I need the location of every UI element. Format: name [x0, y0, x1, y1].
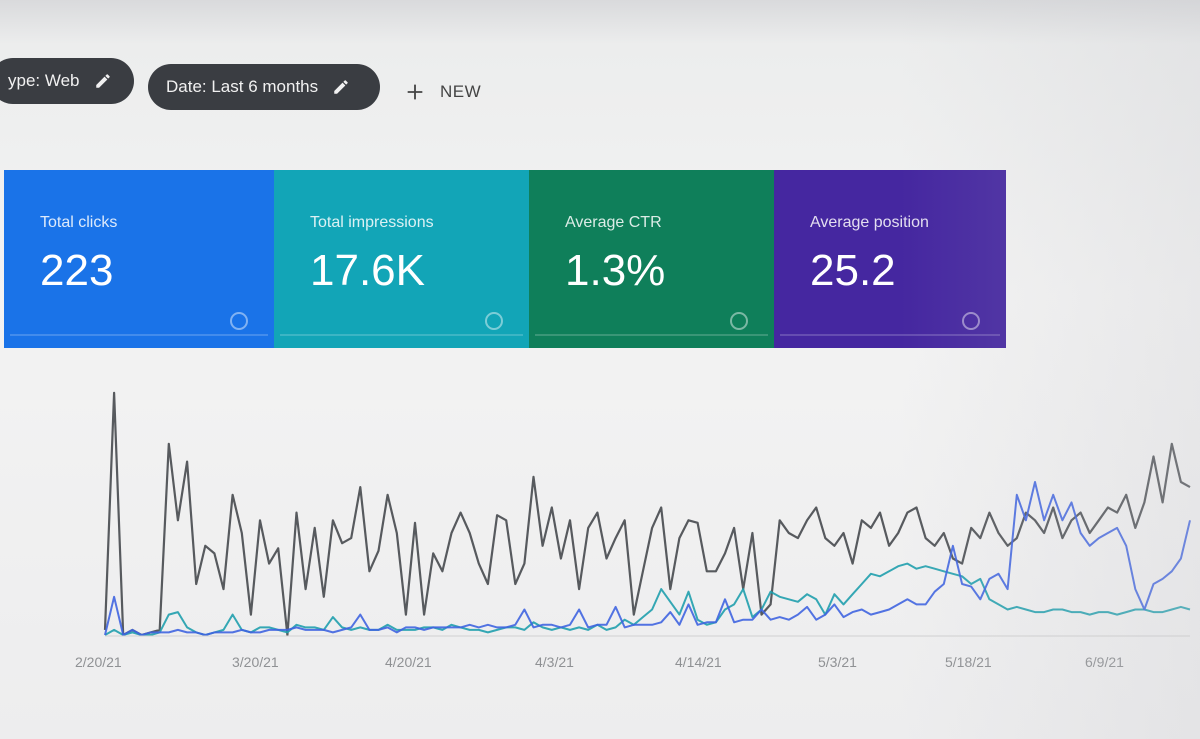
metric-value: 17.6K: [310, 246, 425, 295]
card-divider: [780, 334, 1000, 336]
x-tick-label: 4/14/21: [675, 654, 722, 670]
filter-chip-date-label: Date: Last 6 months: [166, 77, 319, 96]
series-line-2: [104, 481, 1191, 636]
metric-label: Average position: [810, 214, 929, 231]
help-icon[interactable]: [730, 312, 748, 330]
help-icon[interactable]: [485, 312, 503, 330]
filter-chip-type[interactable]: ype: Web: [0, 58, 134, 104]
metric-card-impressions[interactable]: Total impressions 17.6K: [274, 170, 529, 348]
metric-cards: Total clicks 223 Total impressions 17.6K…: [4, 170, 1006, 348]
card-divider: [535, 334, 768, 336]
series-line-0: [103, 391, 1191, 637]
new-filter-button[interactable]: NEW: [404, 74, 481, 110]
card-divider: [280, 334, 523, 336]
help-icon[interactable]: [962, 312, 980, 330]
metric-label: Average CTR: [565, 214, 662, 231]
filter-chip-date[interactable]: Date: Last 6 months: [148, 64, 380, 110]
metric-card-position[interactable]: Average position 25.2: [774, 170, 1006, 348]
metric-card-ctr[interactable]: Average CTR 1.3%: [529, 170, 774, 348]
metric-value: 25.2: [810, 246, 896, 295]
x-tick-label: 4/20/21: [385, 654, 432, 670]
filter-chip-type-label: ype: Web: [8, 71, 80, 90]
metric-label: Total clicks: [40, 214, 118, 231]
x-tick-label: 6/9/21: [1085, 654, 1124, 670]
x-tick-label: 3/20/21: [232, 654, 279, 670]
edit-pencil-icon: [334, 80, 348, 94]
metric-value: 1.3%: [565, 246, 666, 295]
metric-card-clicks[interactable]: Total clicks 223: [4, 170, 274, 348]
x-tick-label: 5/18/21: [945, 654, 992, 670]
metric-label: Total impressions: [310, 214, 434, 231]
card-divider: [10, 334, 268, 336]
help-icon[interactable]: [230, 312, 248, 330]
performance-chart: 2/20/21 3/20/21 4/20/21 4/3/21 4/14/21 5/3/21…: [75, 391, 1191, 670]
x-tick-label: 2/20/21: [75, 654, 122, 670]
edit-pencil-icon: [95, 74, 110, 88]
x-tick-label: 4/3/21: [535, 654, 574, 670]
x-tick-label: 5/3/21: [818, 654, 857, 670]
new-filter-label: NEW: [440, 82, 482, 101]
plus-icon: [407, 84, 423, 100]
series-line-1: [104, 562, 1191, 636]
metric-value: 223: [40, 246, 114, 295]
